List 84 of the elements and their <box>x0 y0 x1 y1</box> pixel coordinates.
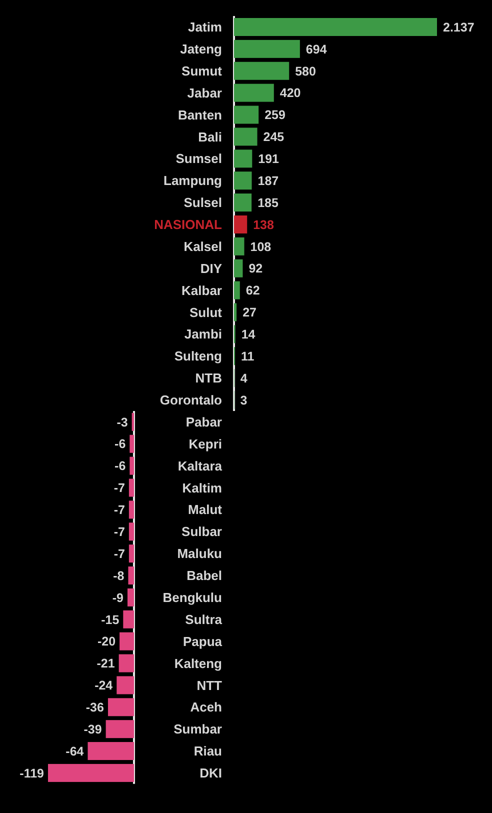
y-tick-label: Jateng <box>180 41 222 56</box>
data-label: 187 <box>258 174 279 188</box>
y-tick-label: NTB <box>195 370 222 386</box>
bar <box>234 40 300 58</box>
bar <box>234 84 274 102</box>
bar <box>234 128 258 146</box>
y-tick-label: Papua <box>182 634 223 649</box>
data-label: -21 <box>96 656 115 671</box>
y-tick-label: Banten <box>178 107 222 122</box>
data-label: 694 <box>306 42 327 56</box>
y-tick-label: Jambi <box>184 326 222 342</box>
data-label: 259 <box>264 108 286 122</box>
y-tick-label: Riau <box>194 744 222 759</box>
y-tick-label: Pabar <box>186 414 222 430</box>
y-tick-label: Babel <box>186 568 222 584</box>
y-tick-label: Jabar <box>187 85 222 100</box>
bar <box>234 237 244 256</box>
data-label: -7 <box>114 503 125 518</box>
data-label: -119 <box>20 766 44 780</box>
data-label: -6 <box>114 459 126 474</box>
data-label: 92 <box>248 262 263 276</box>
data-label: -8 <box>113 568 124 583</box>
y-tick-label: Sumbar <box>174 722 222 737</box>
data-label: 14 <box>241 328 256 342</box>
y-tick-label: Sumut <box>182 63 223 78</box>
data-label: 3 <box>240 393 248 408</box>
y-tick-label: DIY <box>200 260 222 276</box>
data-label: -7 <box>114 546 125 561</box>
y-tick-label: Malut <box>188 502 223 518</box>
data-label: 2.137 <box>443 20 474 34</box>
data-label: -39 <box>84 722 102 736</box>
bar <box>234 303 237 322</box>
data-label: 420 <box>280 86 301 100</box>
data-label: -20 <box>97 634 116 649</box>
y-tick-label: Sumsel <box>176 151 222 166</box>
y-tick-label: Kaltara <box>178 458 223 474</box>
y-tick-label: Sultra <box>185 612 223 627</box>
data-label: 62 <box>246 284 260 298</box>
y-tick-label: Bengkulu <box>162 590 222 605</box>
y-tick-label: Jatim <box>188 20 222 35</box>
data-label: -6 <box>114 437 126 452</box>
bar <box>234 150 252 168</box>
data-label: -7 <box>114 524 125 539</box>
y-tick-label: Sulbar <box>182 524 222 540</box>
y-tick-label: Sulteng <box>174 348 222 364</box>
y-tick-label: Bali <box>198 129 222 144</box>
bar <box>234 194 252 212</box>
y-tick-label: Lampung <box>164 173 222 188</box>
y-tick-label: NTT <box>196 678 222 693</box>
y-tick-label: Sulsel <box>184 195 222 210</box>
bar <box>234 106 259 124</box>
bar <box>234 215 248 234</box>
data-label: -7 <box>114 481 125 496</box>
data-label: 11 <box>241 349 254 364</box>
y-tick-label: Sulut <box>190 304 223 320</box>
data-label: 185 <box>258 196 278 210</box>
y-tick-label: NASIONAL <box>154 217 222 232</box>
data-label: -64 <box>66 744 84 758</box>
data-label: 245 <box>263 130 284 144</box>
bar <box>234 281 240 300</box>
data-label: 27 <box>242 306 257 320</box>
data-label: 138 <box>253 218 274 232</box>
bar <box>234 172 252 190</box>
y-tick-label: Gorontalo <box>160 392 222 408</box>
y-tick-label: Kalsel <box>184 238 222 254</box>
y-tick-label: Kalbar <box>182 282 222 298</box>
data-label: 191 <box>258 152 280 166</box>
bar <box>234 18 437 36</box>
y-tick-label: DKI <box>200 766 222 781</box>
data-label: -3 <box>116 415 128 430</box>
bar <box>234 62 290 80</box>
data-label: -24 <box>94 678 113 693</box>
data-label: -15 <box>101 612 120 627</box>
data-label: 108 <box>250 240 272 254</box>
data-label: 4 <box>240 371 248 386</box>
y-tick-label: Aceh <box>190 700 222 715</box>
y-tick-label: Maluku <box>177 546 222 562</box>
y-tick-label: Kaltim <box>182 480 222 496</box>
bar <box>234 259 243 278</box>
data-label: 580 <box>295 64 316 78</box>
y-tick-label: Kalteng <box>174 656 222 671</box>
data-label: -36 <box>86 700 104 715</box>
y-tick-label: Kepri <box>188 436 222 452</box>
data-label: -9 <box>112 590 124 605</box>
